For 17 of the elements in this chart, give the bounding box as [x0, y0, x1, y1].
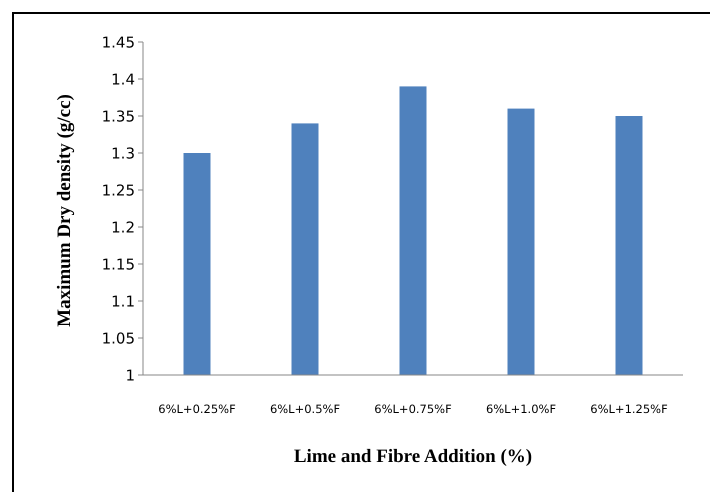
y-tick-label: 1.25	[102, 181, 135, 200]
y-tick-label: 1.3	[111, 144, 135, 162]
y-tick-label: 1.2	[111, 218, 135, 236]
x-tick-label: 6%L+0.5%F	[270, 402, 340, 416]
x-tick-label: 6%L+0.25%F	[158, 402, 236, 416]
y-axis-title: Maximum Dry density (g/cc)	[54, 94, 75, 327]
y-tick-label: 1.4	[111, 70, 135, 88]
y-tick-label: 1.05	[102, 329, 135, 348]
x-axis-title: Lime and Fibre Addition (%)	[294, 446, 532, 467]
y-tick-label: 1.35	[102, 107, 135, 126]
y-tick-label: 1.15	[102, 255, 135, 274]
x-tick-label: 6%L+1.0%F	[486, 402, 556, 416]
y-tick-label: 1	[125, 366, 135, 384]
y-tick-label: 1.45	[102, 33, 135, 52]
y-tick-label: 1.1	[111, 292, 135, 310]
x-tick-label: 6%L+0.75%F	[374, 402, 452, 416]
x-tick-label: 6%L+1.25%F	[590, 402, 668, 416]
